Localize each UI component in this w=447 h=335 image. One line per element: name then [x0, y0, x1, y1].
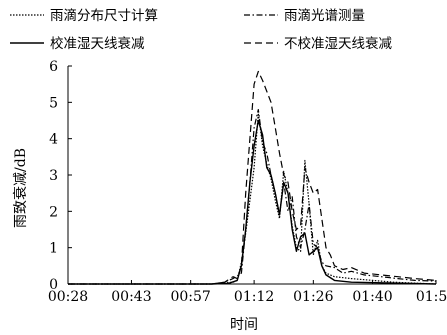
series-line-4: [68, 70, 437, 285]
y-tick-label: 0: [49, 277, 58, 293]
legend-label-4: 不校准湿天线衰减: [284, 35, 392, 52]
series-line-1: [68, 112, 437, 285]
y-tick-label: 1: [49, 241, 58, 257]
y-tick-label: 3: [49, 168, 58, 184]
x-tick-label: 00:28: [48, 289, 88, 305]
x-tick-label: 01:40: [352, 289, 392, 305]
series-line-3: [68, 119, 437, 285]
x-ticks: 00:28 00:43 00:57 01:12 01:26 01:40 01:55: [48, 280, 447, 305]
x-tick-label: 00:43: [111, 289, 151, 305]
y-ticks: 0 1 2 3 4 5 6: [49, 59, 72, 293]
series-line-2: [68, 108, 437, 285]
y-tick-label: 4: [49, 132, 58, 148]
axes: 0 1 2 3 4 5 6 00:28 00:43 00:57 01:12 01:26 01:40 01…: [48, 59, 447, 305]
y-tick-label: 2: [49, 204, 58, 220]
x-axis-label: 时间: [230, 317, 258, 333]
x-tick-label: 00:57: [170, 289, 210, 305]
x-tick-label: 01:12: [234, 289, 274, 305]
x-tick-label: 01:55: [416, 289, 447, 305]
legend-label-1: 雨滴分布尺寸计算: [50, 7, 158, 24]
y-axis-label: 雨致衰减/dB: [12, 148, 29, 228]
plot-area: [68, 70, 437, 285]
y-tick-label: 6: [49, 59, 58, 75]
legend-label-2: 雨滴光谱测量: [284, 7, 365, 24]
y-tick-label: 5: [49, 95, 58, 111]
legend-label-3: 校准湿天线衰减: [50, 35, 145, 52]
x-tick-label: 01:26: [293, 289, 333, 305]
